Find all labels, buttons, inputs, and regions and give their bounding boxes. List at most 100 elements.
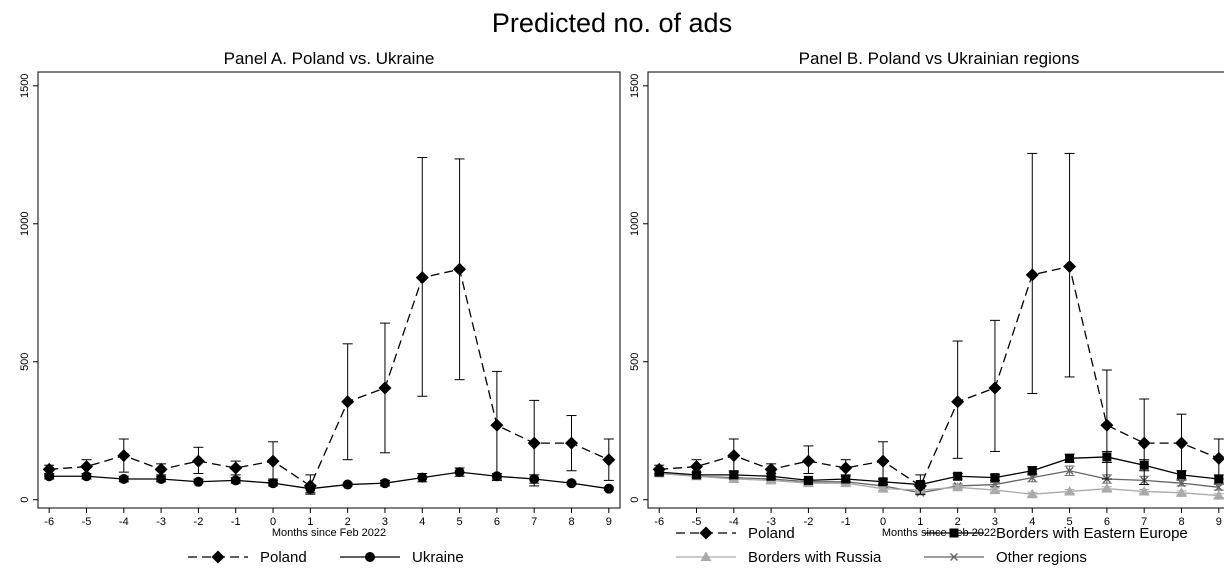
panel-a: Panel A. Poland vs. Ukraine 0 500 1000 1500 -… (19, 49, 621, 566)
data-point (729, 470, 739, 480)
data-point (417, 472, 428, 483)
data-point (1138, 485, 1150, 496)
data-point (766, 471, 776, 481)
panel-title: Panel B. Poland vs Ukrainian regions (799, 49, 1080, 68)
data-point (1177, 479, 1186, 488)
x-tick-label: -1 (231, 516, 241, 528)
data-point (876, 454, 890, 468)
x-tick-label: 3 (992, 516, 998, 528)
data-point (990, 473, 1000, 483)
data-point (1176, 487, 1187, 497)
legend-marker (949, 528, 959, 538)
x-axis-title: Months since Feb 2022 (272, 527, 386, 539)
x-tick-label: -5 (82, 516, 92, 528)
x-tick-label: 7 (1141, 516, 1147, 528)
y-tick-label: 1000 (19, 212, 31, 236)
x-tick-label: 4 (1029, 516, 1035, 528)
data-point (490, 418, 504, 432)
data-point (193, 476, 204, 487)
data-point (989, 484, 1001, 495)
legend-item: Borders with Eastern Europe (924, 525, 1188, 542)
x-tick-label: -3 (766, 516, 776, 528)
data-point (603, 483, 614, 494)
data-point (341, 395, 355, 409)
series-0 (652, 152, 1224, 495)
legend-label: Other regions (996, 549, 1087, 566)
data-point (764, 462, 778, 476)
x-tick-label: 3 (382, 516, 388, 528)
data-point (268, 478, 279, 489)
data-point (1214, 483, 1223, 492)
series-line (49, 471, 609, 490)
data-point (602, 453, 616, 467)
x-tick-label: 0 (880, 516, 886, 528)
data-point (727, 449, 741, 463)
legend-label: Borders with Russia (748, 549, 882, 566)
data-point (117, 449, 131, 463)
legend-label: Poland (260, 549, 307, 566)
data-point (1100, 418, 1114, 432)
x-tick-label: 2 (955, 516, 961, 528)
y-tick-label: 1500 (19, 74, 31, 98)
series-2 (653, 468, 1224, 500)
data-point (1212, 451, 1224, 465)
x-tick-label: -3 (156, 516, 166, 528)
data-point (415, 271, 429, 285)
data-point (841, 474, 851, 484)
x-tick-label: 9 (606, 516, 612, 528)
series-line (659, 456, 1219, 486)
data-point (692, 470, 701, 480)
data-point (952, 481, 964, 492)
legend-item: Borders with Russia (676, 549, 882, 566)
data-point (565, 436, 578, 450)
x-tick-label: -2 (194, 516, 204, 528)
data-point (839, 461, 853, 475)
legend-marker (950, 553, 958, 561)
data-point (44, 471, 55, 482)
figure-title: Predicted no. of ads (491, 8, 733, 38)
data-point (154, 462, 168, 476)
data-point (877, 483, 889, 493)
x-tick-label: -6 (654, 516, 664, 528)
data-point (1025, 268, 1039, 282)
legend-label: Poland (748, 525, 795, 542)
x-tick-label: 6 (1104, 516, 1110, 528)
data-point (951, 395, 965, 409)
data-point (42, 462, 56, 476)
x-tick-label: 5 (457, 516, 463, 528)
y-tick-label: 500 (629, 353, 641, 371)
data-point (229, 461, 243, 475)
x-tick-label: 2 (345, 516, 351, 528)
x-tick-label: 9 (1216, 516, 1222, 528)
data-point (1175, 436, 1188, 450)
data-point (988, 381, 1002, 395)
data-point (80, 460, 93, 474)
data-point (878, 477, 888, 487)
data-point (378, 381, 392, 395)
panel-title: Panel A. Poland vs. Ukraine (224, 49, 435, 68)
x-tick-label: 5 (1067, 516, 1073, 528)
data-point (803, 475, 813, 485)
legend-label: Borders with Eastern Europe (996, 525, 1188, 542)
x-tick-label: -6 (44, 516, 54, 528)
data-point (191, 454, 205, 468)
data-point (303, 479, 317, 493)
x-tick-label: 0 (270, 516, 276, 528)
x-tick-label: 7 (531, 516, 537, 528)
data-point (454, 467, 465, 478)
plot-frame (647, 71, 1224, 509)
series-0 (42, 157, 616, 495)
x-tick-label: 8 (1178, 516, 1184, 528)
y-tick-label: 0 (629, 497, 641, 503)
y-tick-label: 1500 (629, 74, 641, 98)
x-tick-label: 1 (307, 516, 313, 528)
legend-marker (365, 552, 375, 562)
series-line (659, 265, 1220, 487)
series-line (659, 470, 1219, 494)
data-point (1064, 485, 1076, 496)
data-point (1065, 466, 1074, 475)
legend-label: Ukraine (412, 549, 464, 566)
data-point (1026, 488, 1038, 499)
x-tick-label: 1 (917, 516, 923, 528)
data-point (652, 462, 666, 476)
